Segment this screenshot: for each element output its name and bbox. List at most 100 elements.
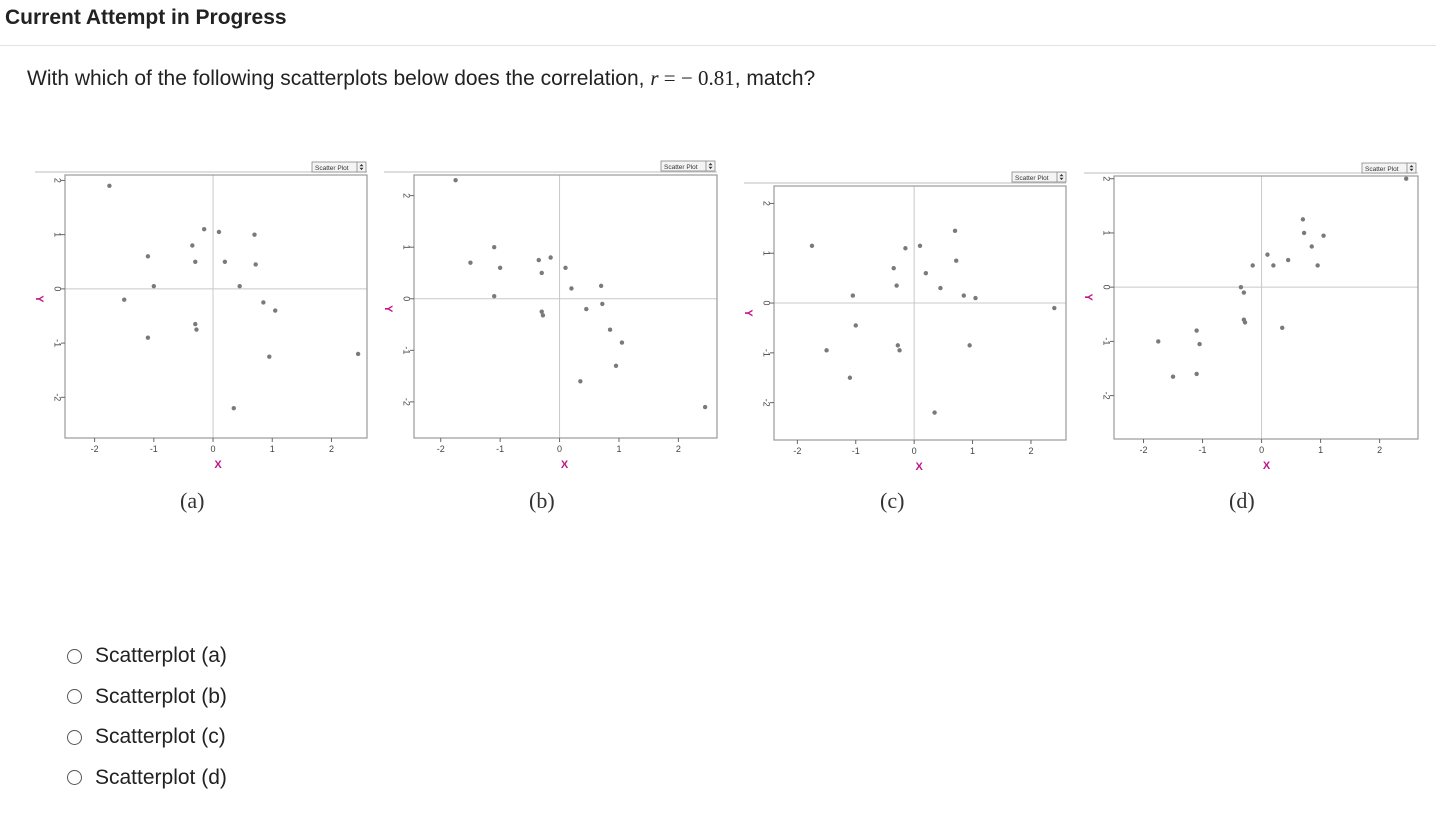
data-point	[497, 265, 503, 271]
x-tick-label: -1	[1199, 445, 1207, 455]
y-tick-label: 0	[762, 301, 772, 306]
y-tick-label: 2	[1102, 176, 1112, 181]
plot-frame	[773, 185, 1067, 441]
data-point	[145, 335, 151, 340]
data-point	[151, 283, 157, 289]
data-point	[468, 260, 473, 265]
page-title: Current Attempt in Progress	[5, 6, 287, 29]
data-point	[891, 265, 896, 271]
dropdown-label: Scatter Plot	[1015, 175, 1049, 182]
data-point	[492, 244, 497, 250]
data-point	[540, 313, 546, 318]
data-point	[453, 177, 458, 183]
data-point	[536, 257, 541, 263]
x-tick-label: 0	[557, 444, 562, 454]
data-point	[967, 343, 972, 348]
radio-button[interactable]	[67, 770, 82, 786]
option-scatterplot-d[interactable]: Scatterplot (d)	[66, 758, 227, 799]
data-point	[824, 348, 829, 353]
dropdown-label: Scatter Plot	[664, 164, 698, 171]
answer-options: Scatterplot (a) Scatterplot (b) Scatterp…	[66, 636, 227, 798]
y-tick-label: 2	[402, 193, 412, 198]
x-tick-label: 0	[1259, 445, 1264, 455]
data-point	[607, 327, 613, 332]
data-point	[613, 363, 619, 369]
data-point	[1250, 263, 1255, 268]
data-point	[539, 270, 544, 276]
y-tick-label: -2	[402, 398, 412, 406]
data-point	[961, 293, 966, 298]
data-point	[702, 404, 708, 410]
data-point	[253, 262, 258, 267]
page-header: Current Attempt in Progress	[0, 0, 1436, 46]
x-axis-label: X	[1263, 460, 1271, 472]
data-point	[809, 243, 815, 248]
data-point	[1300, 217, 1306, 222]
data-point	[932, 410, 937, 415]
x-axis-label: X	[915, 461, 923, 473]
data-point	[850, 293, 856, 298]
data-point	[237, 283, 242, 289]
x-tick-label: -2	[437, 444, 445, 454]
plot-type-dropdown[interactable]: Scatter Plot	[1361, 162, 1417, 174]
data-point	[193, 259, 198, 264]
data-point	[273, 308, 278, 313]
x-tick-label: 2	[1028, 446, 1033, 456]
data-point	[492, 293, 497, 299]
data-point	[938, 285, 943, 291]
radio-button[interactable]	[67, 689, 82, 705]
data-point	[598, 283, 604, 289]
data-point	[1052, 305, 1057, 311]
data-point	[1403, 176, 1409, 181]
data-point	[584, 306, 589, 312]
data-point	[1194, 371, 1199, 377]
data-point	[1280, 325, 1285, 331]
data-point	[122, 297, 127, 302]
updown-spinner-icon	[1056, 172, 1064, 182]
y-tick-label: 2	[53, 178, 63, 183]
radio-button[interactable]	[67, 729, 82, 745]
data-point	[539, 309, 544, 314]
option-scatterplot-c[interactable]: Scatterplot (c)	[66, 717, 227, 758]
x-tick-label: 0	[912, 446, 917, 456]
data-point	[952, 228, 958, 234]
plot-type-dropdown[interactable]: Scatter Plot	[1011, 171, 1067, 183]
scatterplot-c: -2 -1 0 1 2 -2 -1 0 1 2 X Y Scatter Plot	[742, 171, 1067, 473]
plot-caption-c: (c)	[880, 488, 905, 513]
y-tick-label: 1	[762, 251, 772, 256]
x-tick-label: -2	[91, 444, 99, 454]
x-tick-label: 2	[676, 444, 681, 454]
y-axis-label: Y	[742, 309, 754, 317]
radio-button[interactable]	[67, 648, 82, 664]
data-point	[1238, 284, 1244, 290]
data-point	[894, 283, 899, 288]
data-point	[216, 229, 222, 235]
question-suffix: , match?	[734, 67, 816, 90]
y-axis-label: Y	[382, 305, 394, 313]
data-point	[1194, 328, 1199, 333]
correlation-value: − 0.81	[680, 66, 735, 90]
data-point	[193, 321, 198, 327]
scatterplots-row: -2 -1 0 1 2 -2 -1 0 1 2 X Y Scatter Plot (a) -2 -1 0 1 2 -2…	[0, 150, 1436, 530]
data-point	[548, 255, 553, 260]
option-label: Scatterplot (c)	[95, 725, 226, 749]
y-tick-label: 0	[1102, 285, 1112, 290]
y-tick-label: 1	[1102, 230, 1112, 235]
plot-type-dropdown[interactable]: Scatter Plot	[660, 160, 716, 172]
x-tick-label: -1	[150, 444, 158, 454]
data-point	[1241, 290, 1247, 295]
data-point	[563, 265, 568, 271]
plot-type-dropdown[interactable]: Scatter Plot	[311, 161, 367, 173]
data-point	[261, 300, 266, 305]
data-point	[619, 340, 625, 345]
y-axis-label: Y	[1082, 293, 1094, 301]
updown-spinner-icon	[705, 161, 713, 171]
option-scatterplot-a[interactable]: Scatterplot (a)	[66, 636, 227, 677]
data-point	[853, 323, 858, 328]
data-point	[917, 243, 923, 248]
option-scatterplot-b[interactable]: Scatterplot (b)	[66, 677, 227, 718]
updown-spinner-icon	[1406, 163, 1414, 173]
x-tick-label: -2	[793, 446, 801, 456]
y-tick-label: 0	[53, 286, 63, 291]
data-point	[1170, 374, 1176, 379]
